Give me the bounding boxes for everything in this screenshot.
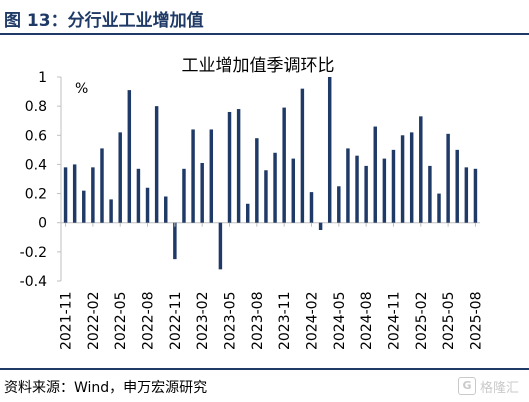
bar-2023-01 [191,129,195,223]
bar-2022-07 [136,168,141,223]
bar-2024-05 [337,186,341,223]
x-tick-label: 2022-02 [86,292,102,351]
bar-2022-08 [145,187,150,223]
x-tick-label: 2024-08 [359,292,375,351]
x-tick-label: 2023-08 [250,292,266,351]
bar-2022-12 [182,168,186,223]
figure-footer: 资料来源：Wind，申万宏源研究 G 格隆汇 [0,368,529,402]
y-axis-unit-label: % [75,81,88,97]
bar-2023-06 [236,109,241,223]
x-tick-label: 2025-05 [441,292,457,351]
bar-2023-04 [218,222,223,270]
bar-2024-06 [346,148,350,223]
bar-2025-01 [409,132,414,223]
y-tick-label: 0 [38,216,47,232]
figure-title: 图 13：分行业工业增加值 [4,11,204,31]
x-tick-label: 2023-05 [223,292,239,351]
x-tick-label: 2023-11 [277,292,293,351]
bar-2022-06 [127,90,132,223]
y-tick-label: -0.2 [20,245,47,261]
bar-2024-12 [400,135,405,223]
y-tick-label: -0.4 [20,274,47,290]
bar-2023-03 [209,129,214,223]
bar-2022-11 [173,222,177,260]
bar-2024-07 [355,155,359,223]
y-tick-label: 0.6 [25,128,47,144]
bar-2025-03 [428,165,432,223]
bar-2025-06 [455,149,459,223]
bar-2022-02 [91,167,95,223]
bar-2023-02 [200,162,204,223]
y-tick-label: 0.4 [25,157,47,173]
bar-2022-10 [164,196,168,223]
bar-chart: 工业增加值季调环比% -0.4 -0.2 0 0.2 0.4 0.6 0.8 1 2021-11 2… [20,56,485,351]
bar-2022-09 [154,106,159,223]
bar-2024-08 [364,165,368,223]
bar-2024-09 [373,126,377,223]
bar-2022-01 [82,190,86,223]
y-tick-label: 0.2 [25,187,47,203]
watermark: G 格隆汇 [457,376,519,396]
x-tick-label: 2025-02 [414,292,430,351]
x-tick-label: 2024-02 [304,292,320,351]
watermark-logo-icon: G [457,377,476,395]
bar-2023-08 [255,138,259,223]
bar-2025-07 [464,167,469,223]
x-tick-label: 2024-11 [386,292,402,351]
bar-2024-04 [327,77,332,223]
bar-2024-02 [309,192,314,223]
bar-2021-12 [72,164,77,223]
bar-2023-05 [227,111,232,223]
x-tick-label: 2022-05 [113,292,129,351]
bar-2021-11 [63,167,68,223]
figure-header: 图 13：分行业工业增加值 [0,0,529,35]
x-tick-label: 2022-11 [168,292,184,351]
bar-2024-10 [382,158,387,223]
bar-2023-07 [245,203,250,223]
chart-title: 工业增加值季调环比 [182,56,335,76]
bar-2023-09 [264,170,268,223]
bar-2022-03 [100,148,104,223]
bar-2022-04 [109,199,113,223]
y-tick-label: 0.8 [25,99,47,115]
bar-2023-10 [273,152,277,223]
x-tick-label: 2023-02 [195,292,211,351]
x-tick-label: 2025-08 [468,291,484,350]
source-note: 资料来源：Wind，申万宏源研究 [4,380,208,396]
bar-2025-02 [419,116,423,223]
bar-2024-03 [318,222,323,230]
x-tick-label: 2024-05 [332,292,348,351]
bar-2023-11 [282,107,286,223]
bar-2022-05 [118,132,122,223]
bar-2023-12 [291,158,296,223]
bar-2024-11 [391,149,396,223]
bar-2024-01 [300,88,305,223]
y-tick-label: 1 [38,70,47,86]
watermark-text: 格隆汇 [479,380,519,396]
bar-2025-04 [437,193,441,223]
bar-2025-05 [446,133,450,223]
bar-2025-08 [473,168,478,223]
x-tick-label: 2021-11 [59,292,75,351]
x-tick-label: 2022-08 [141,292,157,351]
